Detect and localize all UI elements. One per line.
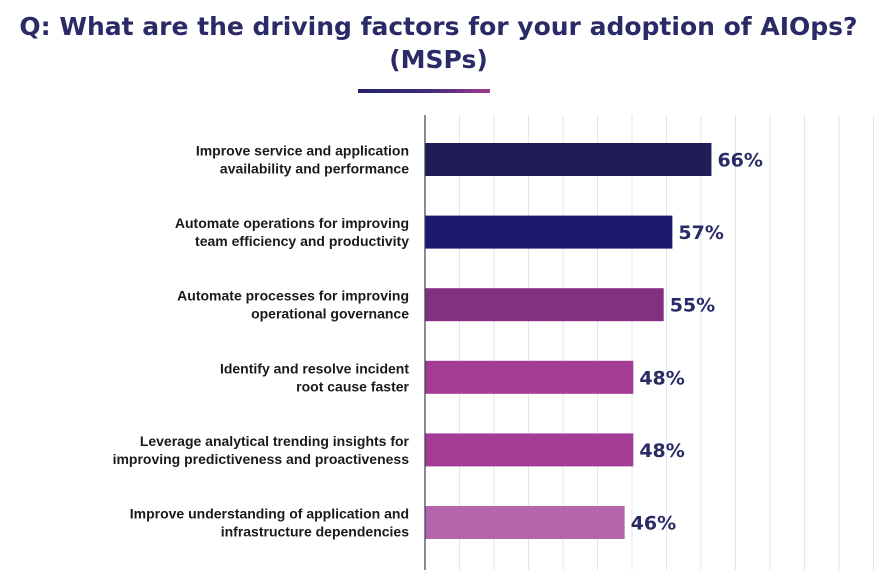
chart-title: Q: What are the driving factors for your… bbox=[0, 10, 877, 76]
category-label-6-line-1: Improve understanding of application and bbox=[130, 506, 409, 522]
value-label-2: 57% bbox=[678, 222, 723, 244]
category-label-2-line-2: team efficiency and productivity bbox=[195, 233, 409, 249]
category-label-1-line-1: Improve service and application bbox=[196, 143, 409, 159]
bar-1 bbox=[425, 143, 712, 176]
value-label-1: 66% bbox=[717, 150, 762, 172]
category-label-4-line-2: root cause faster bbox=[296, 378, 409, 394]
value-label-6: 46% bbox=[631, 513, 676, 535]
chart-title-line-1: Q: What are the driving factors for your… bbox=[19, 12, 858, 41]
category-label-6-line-2: infrastructure dependencies bbox=[221, 524, 409, 540]
value-label-5: 48% bbox=[639, 440, 684, 462]
category-label-5-line-1: Leverage analytical trending insights fo… bbox=[140, 433, 410, 449]
chart-title-line-2: (MSPs) bbox=[389, 45, 488, 74]
category-label-3-line-1: Automate processes for improving bbox=[177, 288, 409, 304]
title-underline bbox=[358, 89, 490, 93]
value-label-4: 48% bbox=[639, 367, 684, 389]
value-label-3: 55% bbox=[670, 295, 715, 317]
bar-2 bbox=[425, 215, 673, 249]
category-label-3-line-2: operational governance bbox=[251, 306, 409, 322]
category-label-5-line-2: improving predictiveness and proactivene… bbox=[113, 451, 410, 467]
bar-3 bbox=[425, 288, 664, 322]
category-label-4-line-1: Identify and resolve incident bbox=[220, 360, 409, 376]
bar-4 bbox=[425, 360, 634, 394]
category-label-2-line-1: Automate operations for improving bbox=[175, 215, 409, 231]
category-label-1-line-2: availability and performance bbox=[220, 161, 409, 177]
bar-5 bbox=[425, 433, 634, 467]
bar-6 bbox=[425, 506, 625, 539]
